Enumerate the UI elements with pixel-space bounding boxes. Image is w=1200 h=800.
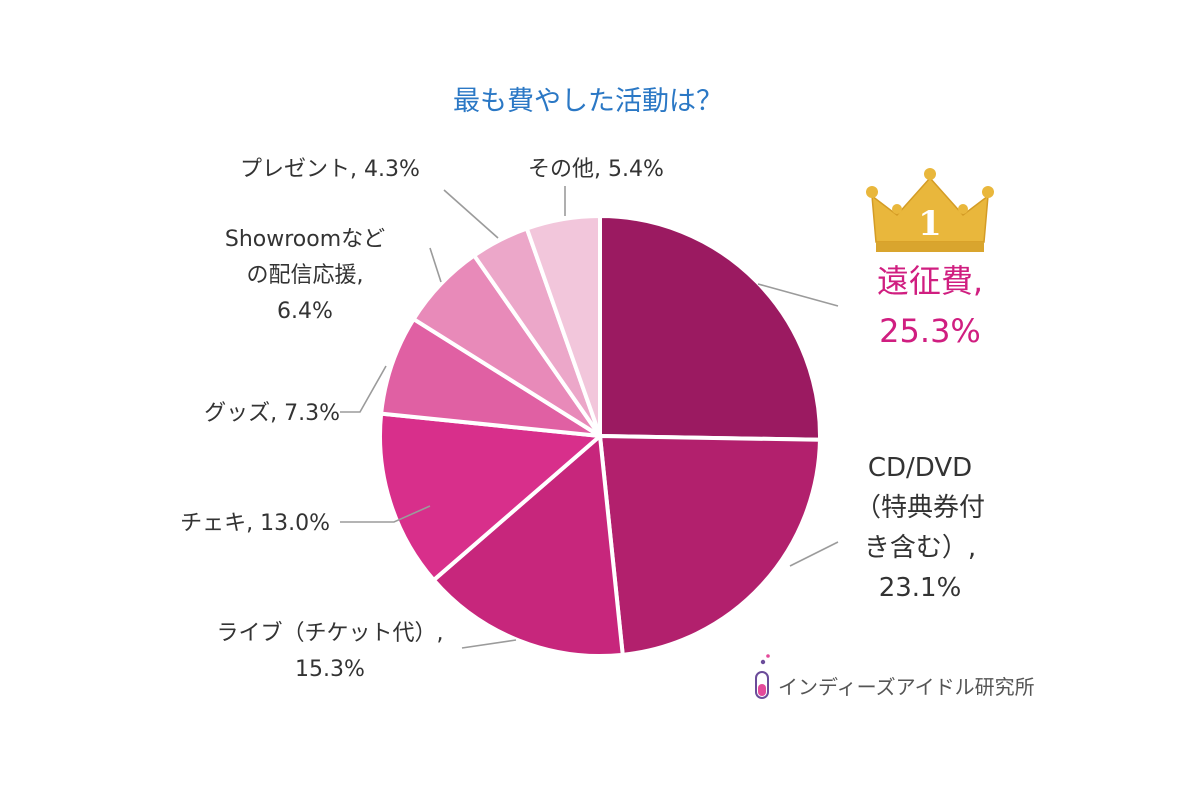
- slice-label-line: の配信応援,: [247, 263, 364, 288]
- slice-label-line: チェキ, 13.0%: [180, 511, 330, 536]
- slice-label-line: 25.3%: [879, 312, 981, 350]
- test-tube-icon: [755, 654, 770, 699]
- pie-slice: [524, 214, 602, 438]
- slice-label: Showroomなどの配信応援, 6.4%: [225, 227, 385, 324]
- slice-label-line: Showroomなど: [225, 227, 385, 252]
- slice-label: チェキ, 13.0%: [180, 511, 330, 536]
- slice-label-line: その他, 5.4%: [528, 157, 664, 182]
- leader-line: [340, 365, 387, 413]
- slice-label-line: 23.1%: [879, 573, 962, 603]
- slice-label: ライブ（チケット代）, 15.3%: [217, 621, 444, 682]
- slice-label-line: 6.4%: [277, 299, 333, 324]
- leader-line: [340, 505, 431, 523]
- leader-lines: [340, 186, 839, 649]
- slice-label: グッズ, 7.3%: [204, 401, 340, 426]
- slice-label: CD/DVD （特典券付き含む）, 23.1%: [855, 453, 985, 603]
- slice-label-line: 15.3%: [295, 657, 365, 682]
- slice-label-line: ライブ（チケット代）,: [217, 621, 444, 646]
- brand-logo: インディーズアイドル研究所: [755, 654, 1035, 699]
- slice-label-line: CD/DVD: [868, 453, 972, 483]
- leader-line: [461, 639, 517, 649]
- leader-line: [443, 189, 499, 239]
- leader-line: [789, 541, 839, 567]
- slice-label: プレゼント, 4.3%: [240, 157, 420, 182]
- pie-slices: [378, 214, 822, 658]
- crown-icon: 1: [866, 168, 994, 252]
- chart-title: 最も費やした活動は？: [453, 86, 723, 117]
- pie-slice: [598, 434, 822, 657]
- slice-label: 遠征費, 25.3%: [877, 262, 983, 350]
- slice-label-line: プレゼント, 4.3%: [240, 157, 420, 182]
- slice-label-line: （特典券付: [855, 493, 985, 523]
- slice-label: その他, 5.4%: [528, 157, 664, 182]
- pie-slice: [598, 214, 822, 442]
- slice-label-line: き含む）,: [864, 533, 976, 563]
- slice-labels: 遠征費, 25.3% CD/DVD （特典券付き含む）, 23.1% ライブ（チケット代）…: [180, 157, 985, 682]
- slice-label-line: 遠征費,: [877, 262, 983, 300]
- leader-line: [757, 283, 839, 307]
- leader-line: [429, 247, 442, 283]
- rank-number: 1: [918, 204, 942, 244]
- brand-name: インディーズアイドル研究所: [778, 675, 1035, 699]
- slice-label-line: グッズ, 7.3%: [204, 401, 340, 426]
- pie-slice: [431, 434, 625, 658]
- pie-slice: [378, 411, 602, 583]
